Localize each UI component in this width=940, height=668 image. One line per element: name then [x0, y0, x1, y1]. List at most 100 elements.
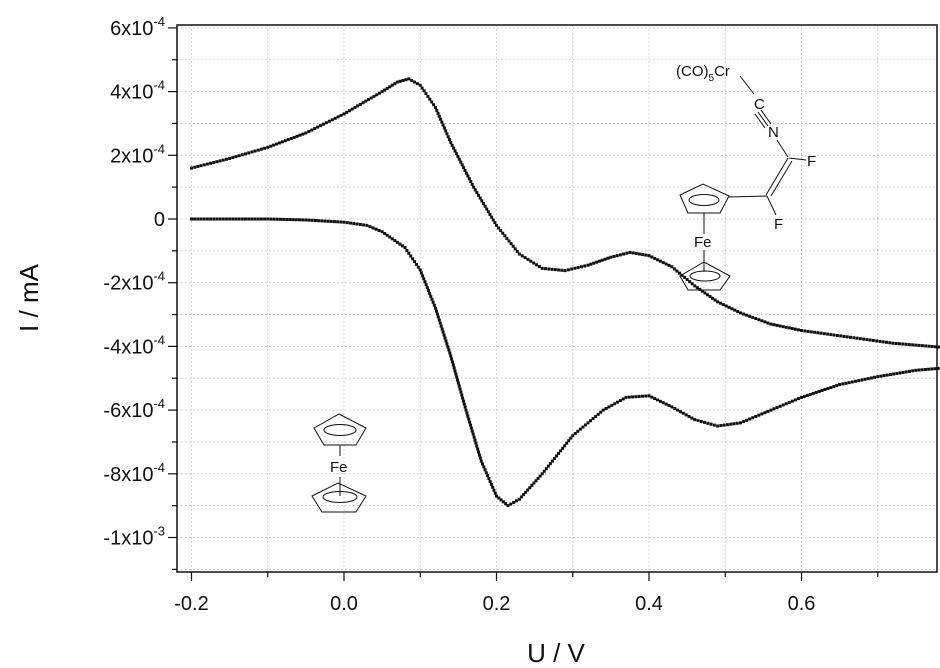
- data-point: [716, 424, 720, 428]
- data-point: [295, 134, 299, 138]
- data-point: [586, 263, 590, 267]
- data-point: [468, 423, 472, 427]
- fluorine-top-label: F: [807, 153, 816, 170]
- x-tick-label: 0.2: [483, 593, 511, 615]
- data-point: [486, 474, 490, 478]
- data-point: [803, 329, 807, 333]
- data-point: [411, 257, 415, 261]
- data-point: [911, 343, 915, 347]
- data-point: [763, 320, 767, 324]
- data-point: [420, 86, 424, 90]
- data-point: [699, 419, 703, 423]
- data-point: [730, 307, 734, 311]
- data-point: [336, 115, 340, 119]
- data-point: [483, 468, 487, 472]
- grid-lines: [177, 25, 937, 572]
- data-point: [375, 93, 379, 97]
- data-point: [573, 431, 577, 435]
- data-point: [434, 309, 438, 313]
- data-point: [285, 217, 289, 221]
- data-point: [597, 259, 601, 263]
- data-point: [221, 217, 225, 221]
- data-point: [732, 422, 736, 426]
- data-point: [453, 369, 457, 373]
- upper-ring-inner: [688, 194, 720, 206]
- data-point: [681, 411, 685, 415]
- data-point: [930, 367, 934, 371]
- data-point: [547, 267, 551, 271]
- data-point: [898, 371, 902, 375]
- data-point: [283, 139, 287, 143]
- data-point: [234, 155, 238, 159]
- y-tick-label: -6x10-4: [103, 396, 165, 422]
- data-point: [548, 462, 552, 466]
- data-point: [368, 225, 372, 229]
- data-point: [212, 217, 216, 221]
- data-point: [199, 217, 203, 221]
- data-point: [434, 306, 437, 310]
- data-point: [933, 345, 937, 349]
- data-point: [209, 161, 213, 165]
- data-point: [313, 127, 317, 131]
- data-point: [855, 336, 859, 340]
- data-point: [466, 174, 470, 178]
- x-tick-label: 0.0: [330, 593, 358, 615]
- data-point: [463, 168, 467, 172]
- data-point: [849, 335, 853, 339]
- data-point: [650, 255, 654, 259]
- data-point: [347, 109, 351, 113]
- data-point: [395, 240, 399, 244]
- data-point: [700, 289, 704, 293]
- data-point: [644, 394, 648, 398]
- data-point: [656, 398, 660, 402]
- data-point: [418, 268, 422, 272]
- data-point: [599, 410, 603, 414]
- data-point: [450, 143, 454, 147]
- isocyanide-nitrogen-label: N: [768, 124, 779, 141]
- data-point: [501, 500, 505, 504]
- data-point: [196, 217, 200, 221]
- data-point: [793, 327, 797, 331]
- data-point: [275, 142, 279, 146]
- data-point: [778, 324, 782, 328]
- data-point: [841, 382, 845, 386]
- data-point: [471, 432, 475, 436]
- data-point: [224, 157, 228, 161]
- n-c-bond: [776, 139, 789, 158]
- data-point: [228, 217, 232, 221]
- data-point: [672, 267, 676, 271]
- data-point: [573, 266, 577, 270]
- data-point: [675, 269, 679, 273]
- data-point: [690, 282, 694, 286]
- data-point: [878, 339, 882, 343]
- data-point: [388, 235, 392, 239]
- data-point: [904, 370, 908, 374]
- data-point: [479, 459, 483, 463]
- data-point: [790, 327, 794, 331]
- data-point: [641, 253, 645, 257]
- data-point: [323, 219, 327, 223]
- data-point: [911, 369, 915, 373]
- data-point: [578, 427, 582, 431]
- data-point: [301, 218, 305, 222]
- data-point: [817, 389, 821, 393]
- data-point: [435, 312, 439, 316]
- data-point: [319, 124, 323, 128]
- data-point: [374, 227, 378, 231]
- data-point: [464, 171, 468, 175]
- data-point: [811, 391, 815, 395]
- data-point: [371, 226, 375, 230]
- data-point: [676, 408, 680, 412]
- data-point: [557, 268, 561, 272]
- data-point: [882, 374, 886, 378]
- data-point: [250, 150, 254, 154]
- data-point: [873, 375, 877, 379]
- data-point: [512, 500, 516, 504]
- data-point: [380, 90, 384, 94]
- data-point: [497, 226, 501, 230]
- cn-triple-bond-1: [757, 111, 769, 127]
- data-point: [842, 334, 846, 338]
- data-point: [532, 261, 536, 265]
- data-point: [298, 133, 302, 137]
- data-point: [725, 423, 729, 427]
